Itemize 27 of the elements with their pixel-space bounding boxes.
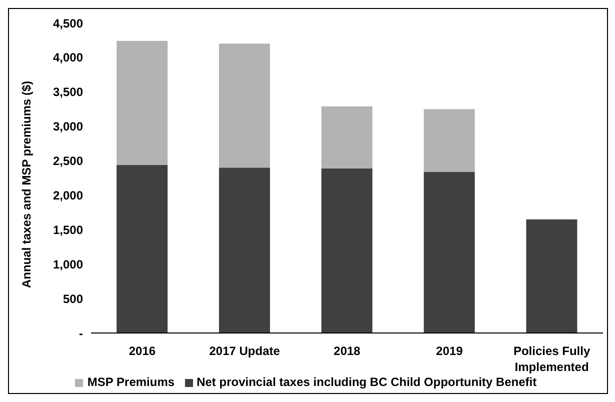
bar <box>424 172 475 333</box>
y-tick-label: 500 <box>62 292 84 306</box>
bar <box>321 168 372 333</box>
y-tick-label: - <box>79 326 83 340</box>
x-tick-label: 2016 <box>128 344 156 358</box>
y-tick-label: 2,500 <box>52 154 84 168</box>
y-tick-label: 3,000 <box>52 120 84 134</box>
x-tick-label: 2019 <box>436 344 464 358</box>
legend-label: MSP Premiums <box>87 375 175 389</box>
y-tick-label: 2,000 <box>52 188 84 202</box>
x-tick-label: 2017 Update <box>209 344 280 358</box>
bar <box>116 164 168 333</box>
y-tick-label: 4,000 <box>52 50 84 65</box>
y-axis-title: Annual taxes and MSP premiums ($) <box>19 80 34 288</box>
bar <box>321 106 372 168</box>
bar <box>526 219 578 333</box>
bar <box>219 44 270 168</box>
bar <box>116 40 168 165</box>
y-tick-label: 4,500 <box>52 16 84 30</box>
bar <box>219 168 270 333</box>
y-tick-label: 1,500 <box>52 222 84 237</box>
legend-label: Net provincial taxes including BC Child Opportunity Benefit <box>196 375 537 389</box>
bar <box>424 109 475 172</box>
y-tick-label: 1,000 <box>52 257 84 272</box>
x-tick-label: 2018 <box>334 344 361 358</box>
x-tick-label: Policies Fully Implemented <box>513 344 590 374</box>
y-tick-label: 3,500 <box>52 85 84 100</box>
